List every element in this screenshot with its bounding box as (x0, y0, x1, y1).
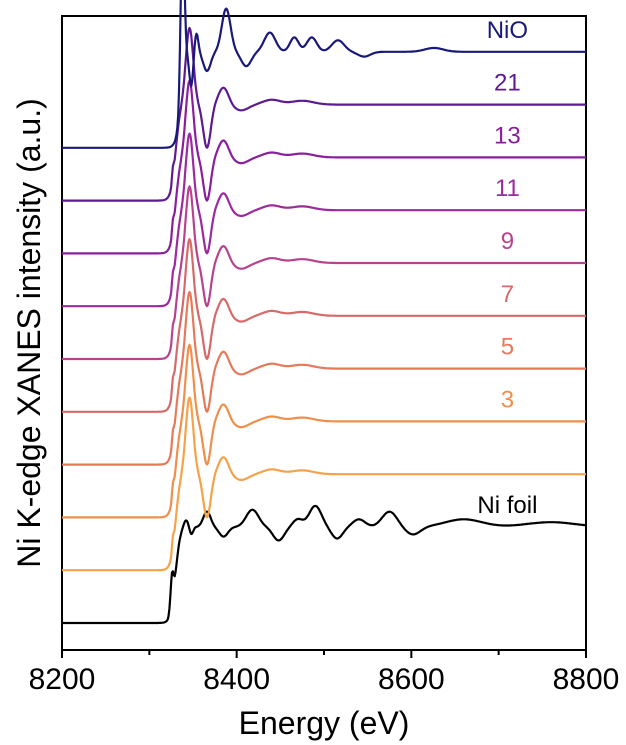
x-axis-title: Energy (eV) (239, 705, 410, 741)
series-layer: Ni foil 3 5 7 9 11 13 21 NiO (61, 0, 587, 625)
series-label: Ni foil (477, 492, 537, 519)
series-label: 21 (494, 70, 521, 97)
series-label: 13 (494, 122, 521, 149)
series-label: 3 (501, 386, 514, 413)
x-tick-label: 8200 (29, 663, 96, 696)
x-tick-label: 8800 (553, 663, 620, 696)
series-line (61, 26, 587, 202)
series-line (61, 343, 587, 519)
series-label: 9 (501, 228, 514, 255)
series-line (61, 132, 587, 308)
series-line (61, 504, 587, 625)
x-axis: 8200 8400 8600 8800 (29, 650, 620, 696)
y-axis-title: Ni K-edge XANES intensity (a.u.) (11, 98, 47, 568)
series-label: 5 (501, 334, 514, 361)
x-tick-label: 8400 (203, 663, 270, 696)
series-line (61, 79, 587, 255)
series-line (61, 185, 587, 361)
series-label: NiO (487, 17, 528, 44)
series-line (61, 238, 587, 413)
series-line (61, 0, 587, 149)
series-line (61, 396, 587, 572)
series-line (61, 290, 587, 466)
x-tick-label: 8600 (378, 663, 445, 696)
series-label: 7 (501, 281, 514, 308)
series-label: 11 (495, 175, 520, 202)
